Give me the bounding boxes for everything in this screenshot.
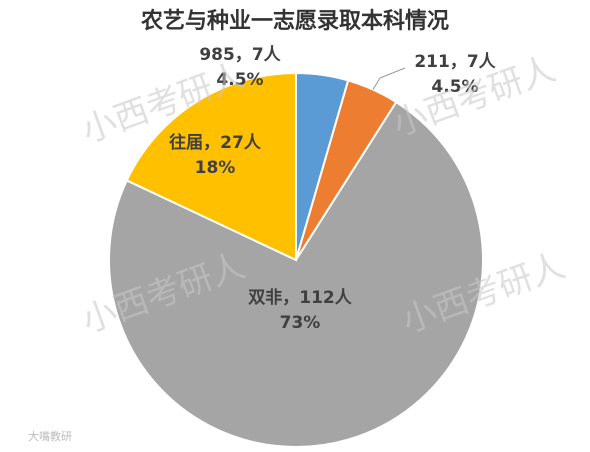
labels: 985，7人 4.5% 211，7人 4.5% 双非，112人 73% 往届，27人 18% <box>169 45 496 333</box>
value-label: 73% <box>280 313 321 333</box>
pie-slice <box>125 71 297 262</box>
category-label: 985，7人 <box>199 45 281 65</box>
source-mark: 大嘴教研 <box>28 429 72 443</box>
pie <box>108 71 484 448</box>
value-label: 4.5% <box>431 77 478 97</box>
leader-line <box>372 67 406 90</box>
category-label: 双非，112人 <box>248 287 352 308</box>
category-label: 211，7人 <box>414 52 496 72</box>
category-label: 往届，27人 <box>169 132 262 153</box>
chart-title: 农艺与种业一志愿录取本科情况 <box>140 8 449 34</box>
value-label: 4.5% <box>216 70 263 90</box>
pie-slice <box>108 100 484 448</box>
value-label: 18% <box>195 158 236 178</box>
